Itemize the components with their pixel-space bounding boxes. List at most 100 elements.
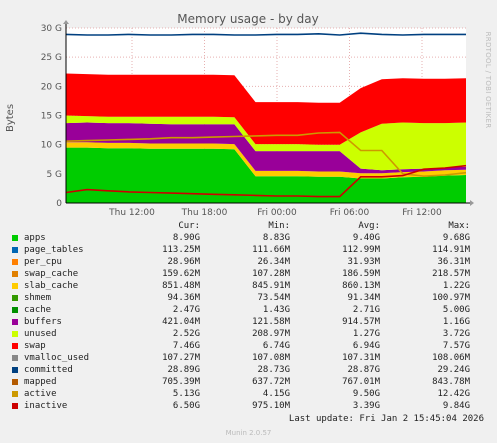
legend-avg: 2.71G: [352, 305, 380, 315]
area-apps: [66, 147, 466, 203]
legend-name: buffers: [24, 317, 62, 327]
legend: Cur: Min: Avg: Max: apps 8.90G 8.83G 9.40G 9…: [12, 220, 487, 412]
legend-cur: 2.47G: [172, 305, 200, 315]
legend-name: page_tables: [24, 245, 84, 255]
legend-name: swap_cache: [24, 269, 79, 279]
y-tick-label: 5 G: [46, 170, 62, 180]
area-slab_cache: [66, 142, 466, 179]
legend-avg: 28.87G: [347, 365, 380, 375]
munin-version: Munin 2.0.57: [225, 429, 272, 437]
legend-max: 1.22G: [442, 281, 470, 291]
legend-header-cur: Cur:: [178, 221, 200, 231]
legend-cur: 6.50G: [172, 401, 200, 411]
legend-swatch: [12, 379, 18, 385]
legend-row-buffers: buffers 421.04M 121.58M 914.57M 1.16G: [12, 316, 487, 328]
legend-avg: 860.13M: [342, 281, 380, 291]
legend-avg: 91.34M: [347, 293, 380, 303]
legend-min: 26.34M: [257, 257, 290, 267]
x-tick-labels: Thu 12:00 Thu 18:00 Fri 00:00 Fri 06:00 Fri …: [108, 208, 442, 218]
legend-max: 5.00G: [442, 305, 470, 315]
stacked-areas: [66, 73, 466, 203]
legend-name: apps: [24, 233, 46, 243]
y-tick-label: 15 G: [41, 112, 62, 122]
legend-name: slab_cache: [24, 281, 79, 291]
legend-row-slab-cache: slab_cache 851.48M 845.91M 860.13M 1.22G: [12, 280, 487, 292]
legend-swatch: [12, 355, 18, 361]
x-axis-arrow-icon: [470, 200, 474, 206]
last-update: Last update: Fri Jan 2 15:45:04 2026: [288, 414, 484, 424]
legend-row-page-tables: page_tables 113.25M 111.66M 112.99M 114.91M: [12, 244, 487, 256]
legend-avg: 186.59M: [342, 269, 380, 279]
y-tick-label: 0: [56, 199, 62, 209]
line-active: [65, 131, 467, 178]
legend-row-swap: swap 7.46G 6.74G 6.94G 7.57G: [12, 340, 487, 352]
legend-min: 107.28M: [252, 269, 290, 279]
legend-row-unused: unused 2.52G 208.97M 1.27G 3.72G: [12, 328, 487, 340]
legend-cur: 159.62M: [162, 269, 200, 279]
legend-cur: 28.96M: [167, 257, 200, 267]
legend-avg: 9.50G: [352, 389, 380, 399]
legend-row-cache: cache 2.47G 1.43G 2.71G 5.00G: [12, 304, 487, 316]
legend-rows: apps 8.90G 8.83G 9.40G 9.68G page_tables 113.2…: [12, 232, 487, 412]
legend-max: 218.57M: [432, 269, 470, 279]
legend-name: mapped: [24, 377, 57, 387]
x-tick-label: Thu 12:00: [108, 208, 155, 218]
legend-avg: 1.27G: [352, 329, 380, 339]
legend-name: per_cpu: [24, 257, 62, 267]
legend-swatch: [12, 331, 18, 337]
legend-avg: 6.94G: [352, 341, 380, 351]
y-tick-label: 10 G: [41, 141, 62, 151]
legend-min: 73.54M: [257, 293, 290, 303]
legend-min: 1.43G: [262, 305, 290, 315]
legend-cur: 94.36M: [167, 293, 200, 303]
legend-name: committed: [24, 365, 73, 375]
legend-avg: 107.31M: [342, 353, 380, 363]
legend-avg: 914.57M: [342, 317, 380, 327]
legend-max: 100.97M: [432, 293, 470, 303]
legend-min: 637.72M: [252, 377, 290, 387]
area-buffers: [66, 122, 466, 174]
legend-max: 843.78M: [432, 377, 470, 387]
y-axis-label: Bytes: [5, 104, 16, 132]
legend-min: 111.66M: [252, 245, 290, 255]
legend-max: 3.72G: [442, 329, 470, 339]
legend-avg: 31.93M: [347, 257, 380, 267]
legend-row-apps: apps 8.90G 8.83G 9.40G 9.68G: [12, 232, 487, 244]
legend-swatch: [12, 295, 18, 301]
legend-header-avg: Avg:: [358, 221, 380, 231]
legend-swatch: [12, 343, 18, 349]
y-axis-arrow-icon: [63, 20, 69, 24]
legend-swatch: [12, 235, 18, 241]
legend-max: 7.57G: [442, 341, 470, 351]
legend-row-swap-cache: swap_cache 159.62M 107.28M 186.59M 218.57M: [12, 268, 487, 280]
legend-swatch: [12, 283, 18, 289]
x-tick-label: Fri 12:00: [402, 208, 442, 218]
legend-header: Cur: Min: Avg: Max:: [12, 220, 487, 232]
line-inactive: [65, 164, 467, 198]
legend-row-per-cpu: per_cpu 28.96M 26.34M 31.93M 36.31M: [12, 256, 487, 268]
legend-row-committed: committed 28.89G 28.73G 28.87G 29.24G: [12, 364, 487, 376]
legend-cur: 421.04M: [162, 317, 200, 327]
legend-cur: 851.48M: [162, 281, 200, 291]
legend-min: 28.73G: [257, 365, 290, 375]
x-tick-label: Thu 18:00: [181, 208, 228, 218]
legend-max: 108.06M: [432, 353, 470, 363]
legend-avg: 112.99M: [342, 245, 380, 255]
legend-header-max: Max:: [448, 221, 470, 231]
legend-name: active: [24, 389, 57, 399]
legend-swatch: [12, 247, 18, 253]
line-committed: [65, 32, 466, 36]
legend-max: 9.84G: [442, 401, 470, 411]
legend-avg: 9.40G: [352, 233, 380, 243]
legend-name: vmalloc_used: [24, 353, 90, 363]
legend-name: shmem: [24, 293, 52, 303]
legend-swatch: [12, 403, 18, 409]
legend-swatch: [12, 271, 18, 277]
legend-row-shmem: shmem 94.36M 73.54M 91.34M 100.97M: [12, 292, 487, 304]
legend-min: 208.97M: [252, 329, 290, 339]
legend-cur: 7.46G: [172, 341, 200, 351]
legend-cur: 5.13G: [172, 389, 200, 399]
legend-avg: 3.39G: [352, 401, 380, 411]
legend-row-inactive: inactive 6.50G 975.10M 3.39G 9.84G: [12, 400, 487, 412]
y-tick-label: 25 G: [41, 53, 62, 63]
